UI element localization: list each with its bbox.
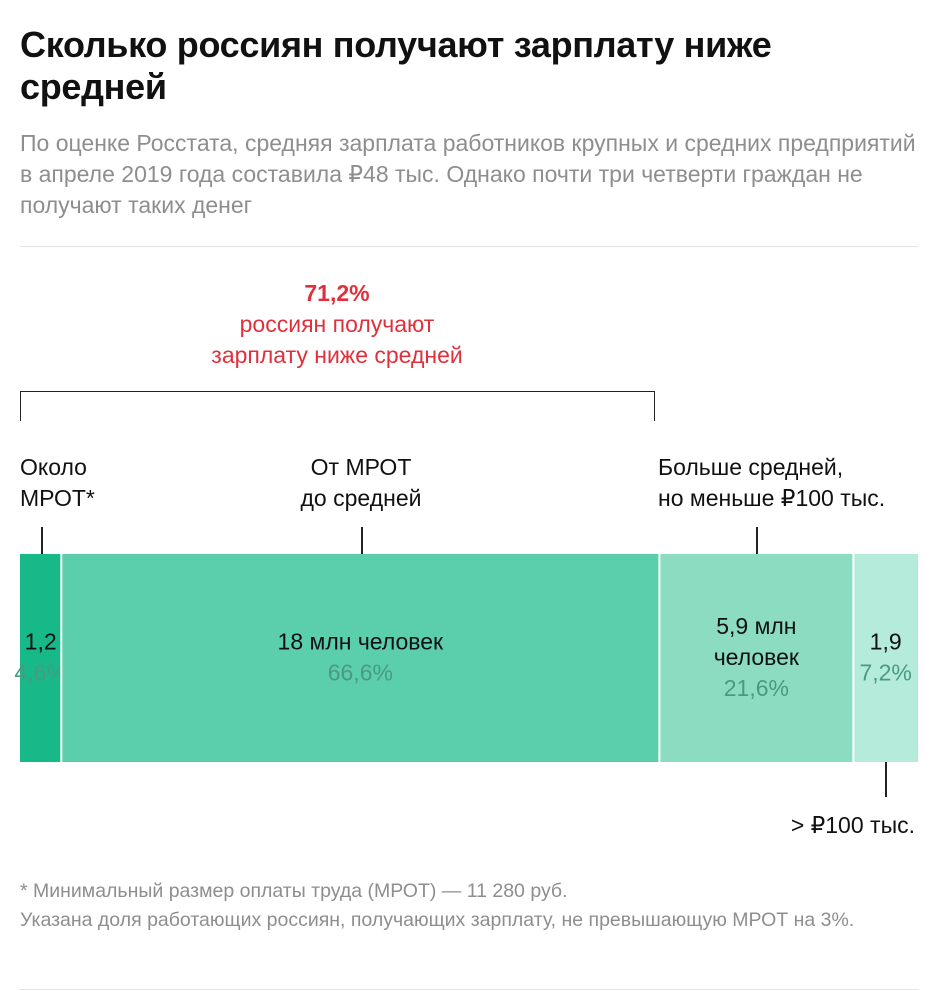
segment-separator-1 bbox=[60, 554, 63, 762]
value-label-3: 5,9 млн bbox=[716, 613, 796, 639]
leader-tick-2 bbox=[361, 527, 363, 569]
percent-label-1: 4,6% bbox=[14, 659, 66, 685]
value-label-2: 18 млн человек bbox=[278, 628, 445, 654]
bar-segment-3 bbox=[659, 554, 854, 762]
footnote-line-2: Указана доля работающих россиян, получаю… bbox=[20, 909, 855, 931]
segment-separator-3 bbox=[852, 554, 855, 762]
leader-tick-1 bbox=[41, 527, 43, 569]
leader-tick-4 bbox=[885, 747, 887, 797]
category-label-4: > ₽100 тыс. bbox=[790, 812, 915, 838]
chart-subtitle: По оценке Росстата, средняя зарплата раб… bbox=[20, 130, 916, 218]
category-label-3: Больше средней, но меньше ₽100 тыс. bbox=[658, 454, 886, 511]
bar-segment-1 bbox=[20, 554, 62, 762]
value-label-1: 1,2 bbox=[25, 628, 57, 654]
percent-label-4: 7,2% bbox=[859, 659, 911, 685]
category-label-1: Около МРОТ* bbox=[20, 454, 95, 511]
highlight-line-2: зарплату ниже средней bbox=[211, 342, 463, 368]
bar-segment-2 bbox=[61, 554, 660, 762]
percent-label-2: 66,6% bbox=[328, 659, 393, 685]
category-label-2: От МРОТ до средней bbox=[300, 454, 422, 511]
leader-tick-3 bbox=[756, 527, 758, 569]
value-label-3-line-2: человек bbox=[714, 644, 800, 670]
highlight-line-1: россиян получают bbox=[239, 311, 435, 337]
highlight-annotation: 71,2% россиян получают зарплату ниже сре… bbox=[172, 278, 502, 371]
footnote-line-1: * Минимальный размер оплаты труда (МРОТ)… bbox=[20, 880, 568, 902]
value-label-4: 1,9 bbox=[870, 628, 902, 654]
bar-segment-4 bbox=[853, 554, 918, 762]
end-divider bbox=[20, 989, 918, 990]
footnote: * Минимальный размер оплаты труда (МРОТ)… bbox=[20, 877, 925, 935]
highlight-value: 71,2% bbox=[304, 280, 370, 306]
percent-label-3: 21,6% bbox=[724, 675, 789, 701]
chart-title: Сколько россиян получают зарплату ниже с… bbox=[20, 24, 772, 107]
top-divider bbox=[20, 246, 918, 247]
highlight-bracket bbox=[20, 391, 655, 421]
segment-separator-2 bbox=[658, 554, 661, 762]
